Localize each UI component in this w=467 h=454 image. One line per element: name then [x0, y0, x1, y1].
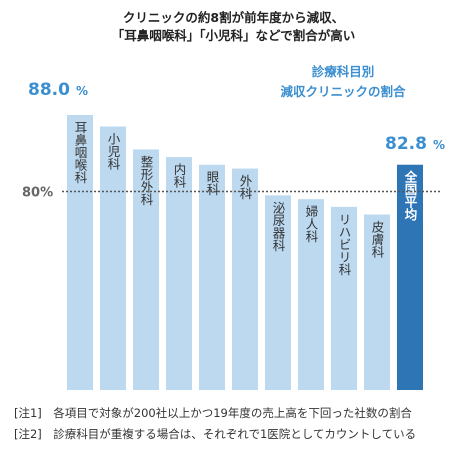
category-label-0: 耳鼻咽喉科 [73, 121, 88, 184]
bar-6 [265, 195, 291, 390]
category-label-7: 婦人科 [304, 204, 319, 243]
reference-line-label: 80% [22, 186, 53, 201]
top-value-label: 88.0% [28, 80, 88, 100]
bar-4 [199, 164, 225, 390]
category-label-3: 内科 [172, 163, 187, 188]
category-label-1: 小児科 [106, 132, 121, 170]
chart-title-line2: 「耳鼻咽喉科」「小児科」などで割合が高い [111, 28, 356, 43]
category-label-9: 皮膚科 [370, 220, 385, 258]
category-label-6: 泌尿器科 [271, 201, 286, 251]
top-value-unit: % [75, 84, 88, 98]
average-value-label: 82.8% [385, 134, 445, 154]
bar-3 [166, 157, 192, 390]
chart-subtitle-line2: 減収クリニックの割合 [280, 84, 406, 99]
bar-0 [67, 115, 93, 390]
chart-title-line1: クリニックの約8割が前年度から減収、 [122, 10, 345, 25]
category-label-8: リハビリ科 [337, 213, 352, 276]
category-label-5: 外科 [238, 175, 253, 200]
bar-1 [100, 126, 126, 390]
bar-5 [232, 168, 258, 390]
bar-8 [331, 206, 357, 390]
footnote-1: [注1] 各項目で対象が200社以上かつ19年度の売上高を下回った社数の割合 [14, 406, 412, 420]
bar-2 [133, 149, 159, 390]
footnote-2: [注2] 診療科目が重複する場合は、それぞれで1医院としてカウントしている [14, 427, 417, 441]
bar-7 [298, 199, 324, 390]
category-label-4: 眼科 [205, 171, 220, 196]
average-value-unit: % [432, 138, 445, 152]
chart-subtitle-line1: 診療科目別 [311, 64, 375, 79]
category-label-2: 整形外科 [139, 154, 154, 205]
top-value-number: 88.0 [28, 80, 70, 100]
category-label-10: 全国平均 [403, 170, 418, 222]
bar-average [397, 164, 423, 390]
average-value-number: 82.8 [385, 134, 427, 154]
bar-9 [364, 214, 390, 390]
